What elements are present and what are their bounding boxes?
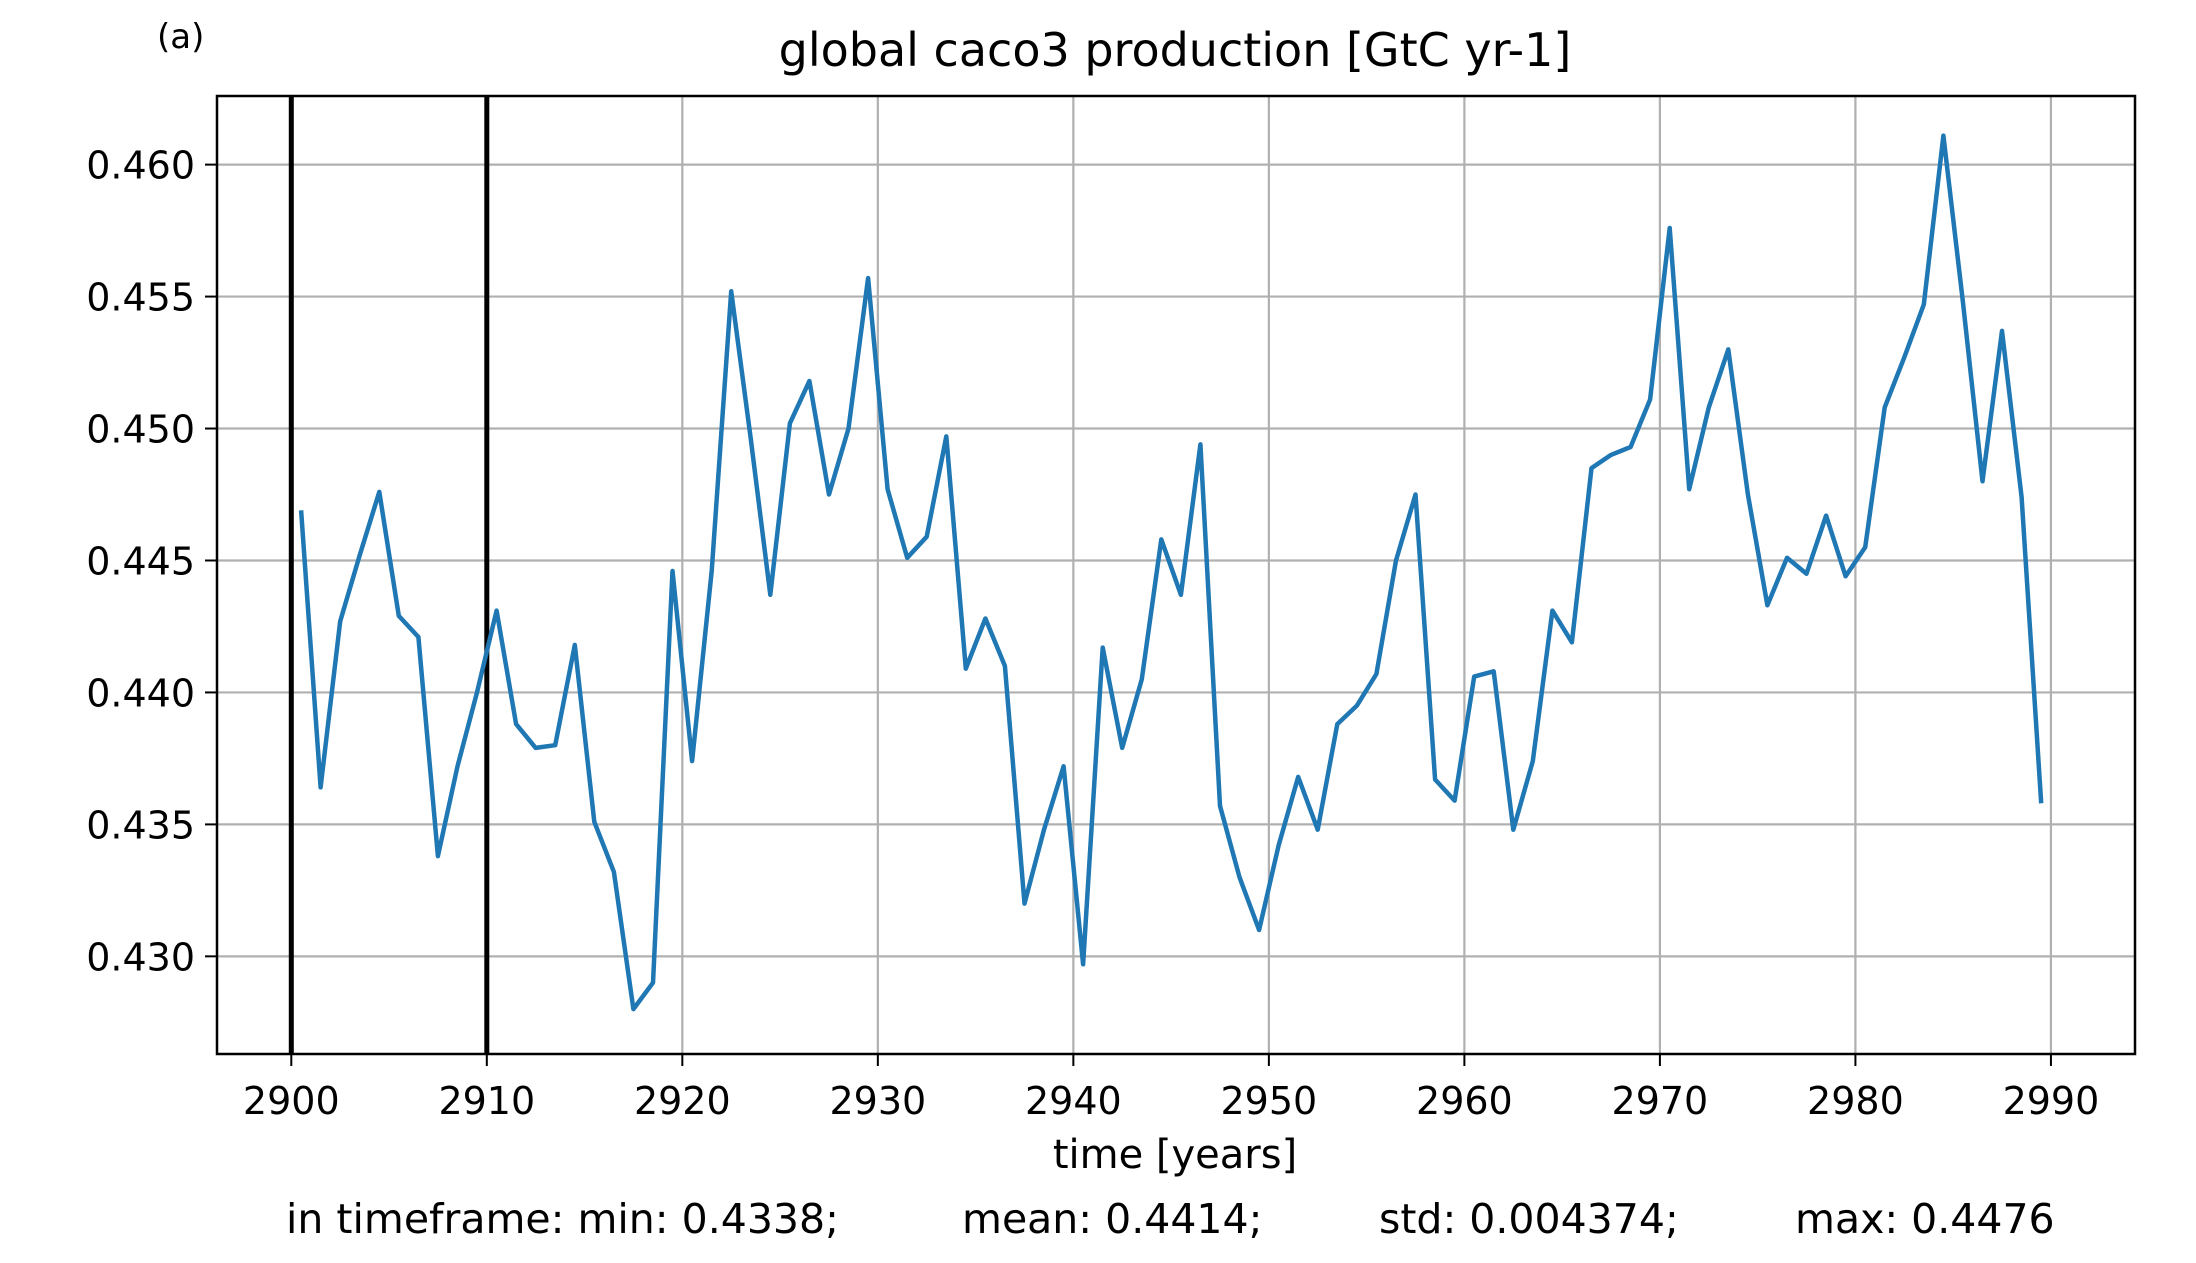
y-tick-label: 0.445	[86, 539, 195, 583]
y-tick-label: 0.440	[86, 671, 195, 715]
y-tick-label: 0.450	[86, 408, 195, 452]
stat-std: std: 0.004374;	[1379, 1195, 1679, 1243]
x-tick-label: 2900	[243, 1079, 340, 1123]
series-line	[298, 133, 2044, 1012]
stat-mean: mean: 0.4414;	[962, 1195, 1263, 1243]
y-tick-label: 0.460	[86, 144, 195, 188]
stat-max: max: 0.4476	[1795, 1195, 2055, 1243]
x-tick-label: 2960	[1416, 1079, 1513, 1123]
x-tick-label: 2990	[2003, 1079, 2100, 1123]
ticks: 2900 2910 2920 2930 2940 2950 2960 2970 2980 2990…	[86, 144, 2099, 1123]
plot-frame	[215, 94, 2137, 1056]
series-layer	[298, 133, 2044, 1012]
y-tick-label: 0.430	[86, 935, 195, 979]
y-tick-label: 0.455	[86, 276, 195, 320]
x-axis-label: time [years]	[1053, 1132, 1297, 1178]
x-tick-label: 2920	[634, 1079, 731, 1123]
x-tick-label: 2950	[1221, 1079, 1318, 1123]
stat-min: in timeframe: min: 0.4338;	[286, 1195, 839, 1243]
chart: 2900 2910 2920 2930 2940 2950 2960 2970 2980 2990…	[86, 17, 2137, 1178]
x-tick-label: 2980	[1807, 1079, 1904, 1123]
chart-title: global caco3 production [GtC yr-1]	[779, 23, 1572, 77]
panel-label: (a)	[157, 17, 204, 57]
x-tick-label: 2910	[438, 1079, 535, 1123]
stats-line: in timeframe: min: 0.4338; mean: 0.4414;…	[0, 1195, 2196, 1255]
x-tick-label: 2970	[1612, 1079, 1709, 1123]
x-tick-label: 2940	[1025, 1079, 1122, 1123]
grid-lines	[217, 96, 2135, 1054]
axes-frame	[215, 94, 2137, 1056]
y-tick-label: 0.435	[86, 803, 195, 847]
x-tick-label: 2930	[829, 1079, 926, 1123]
vertical-markers	[288, 96, 490, 1054]
